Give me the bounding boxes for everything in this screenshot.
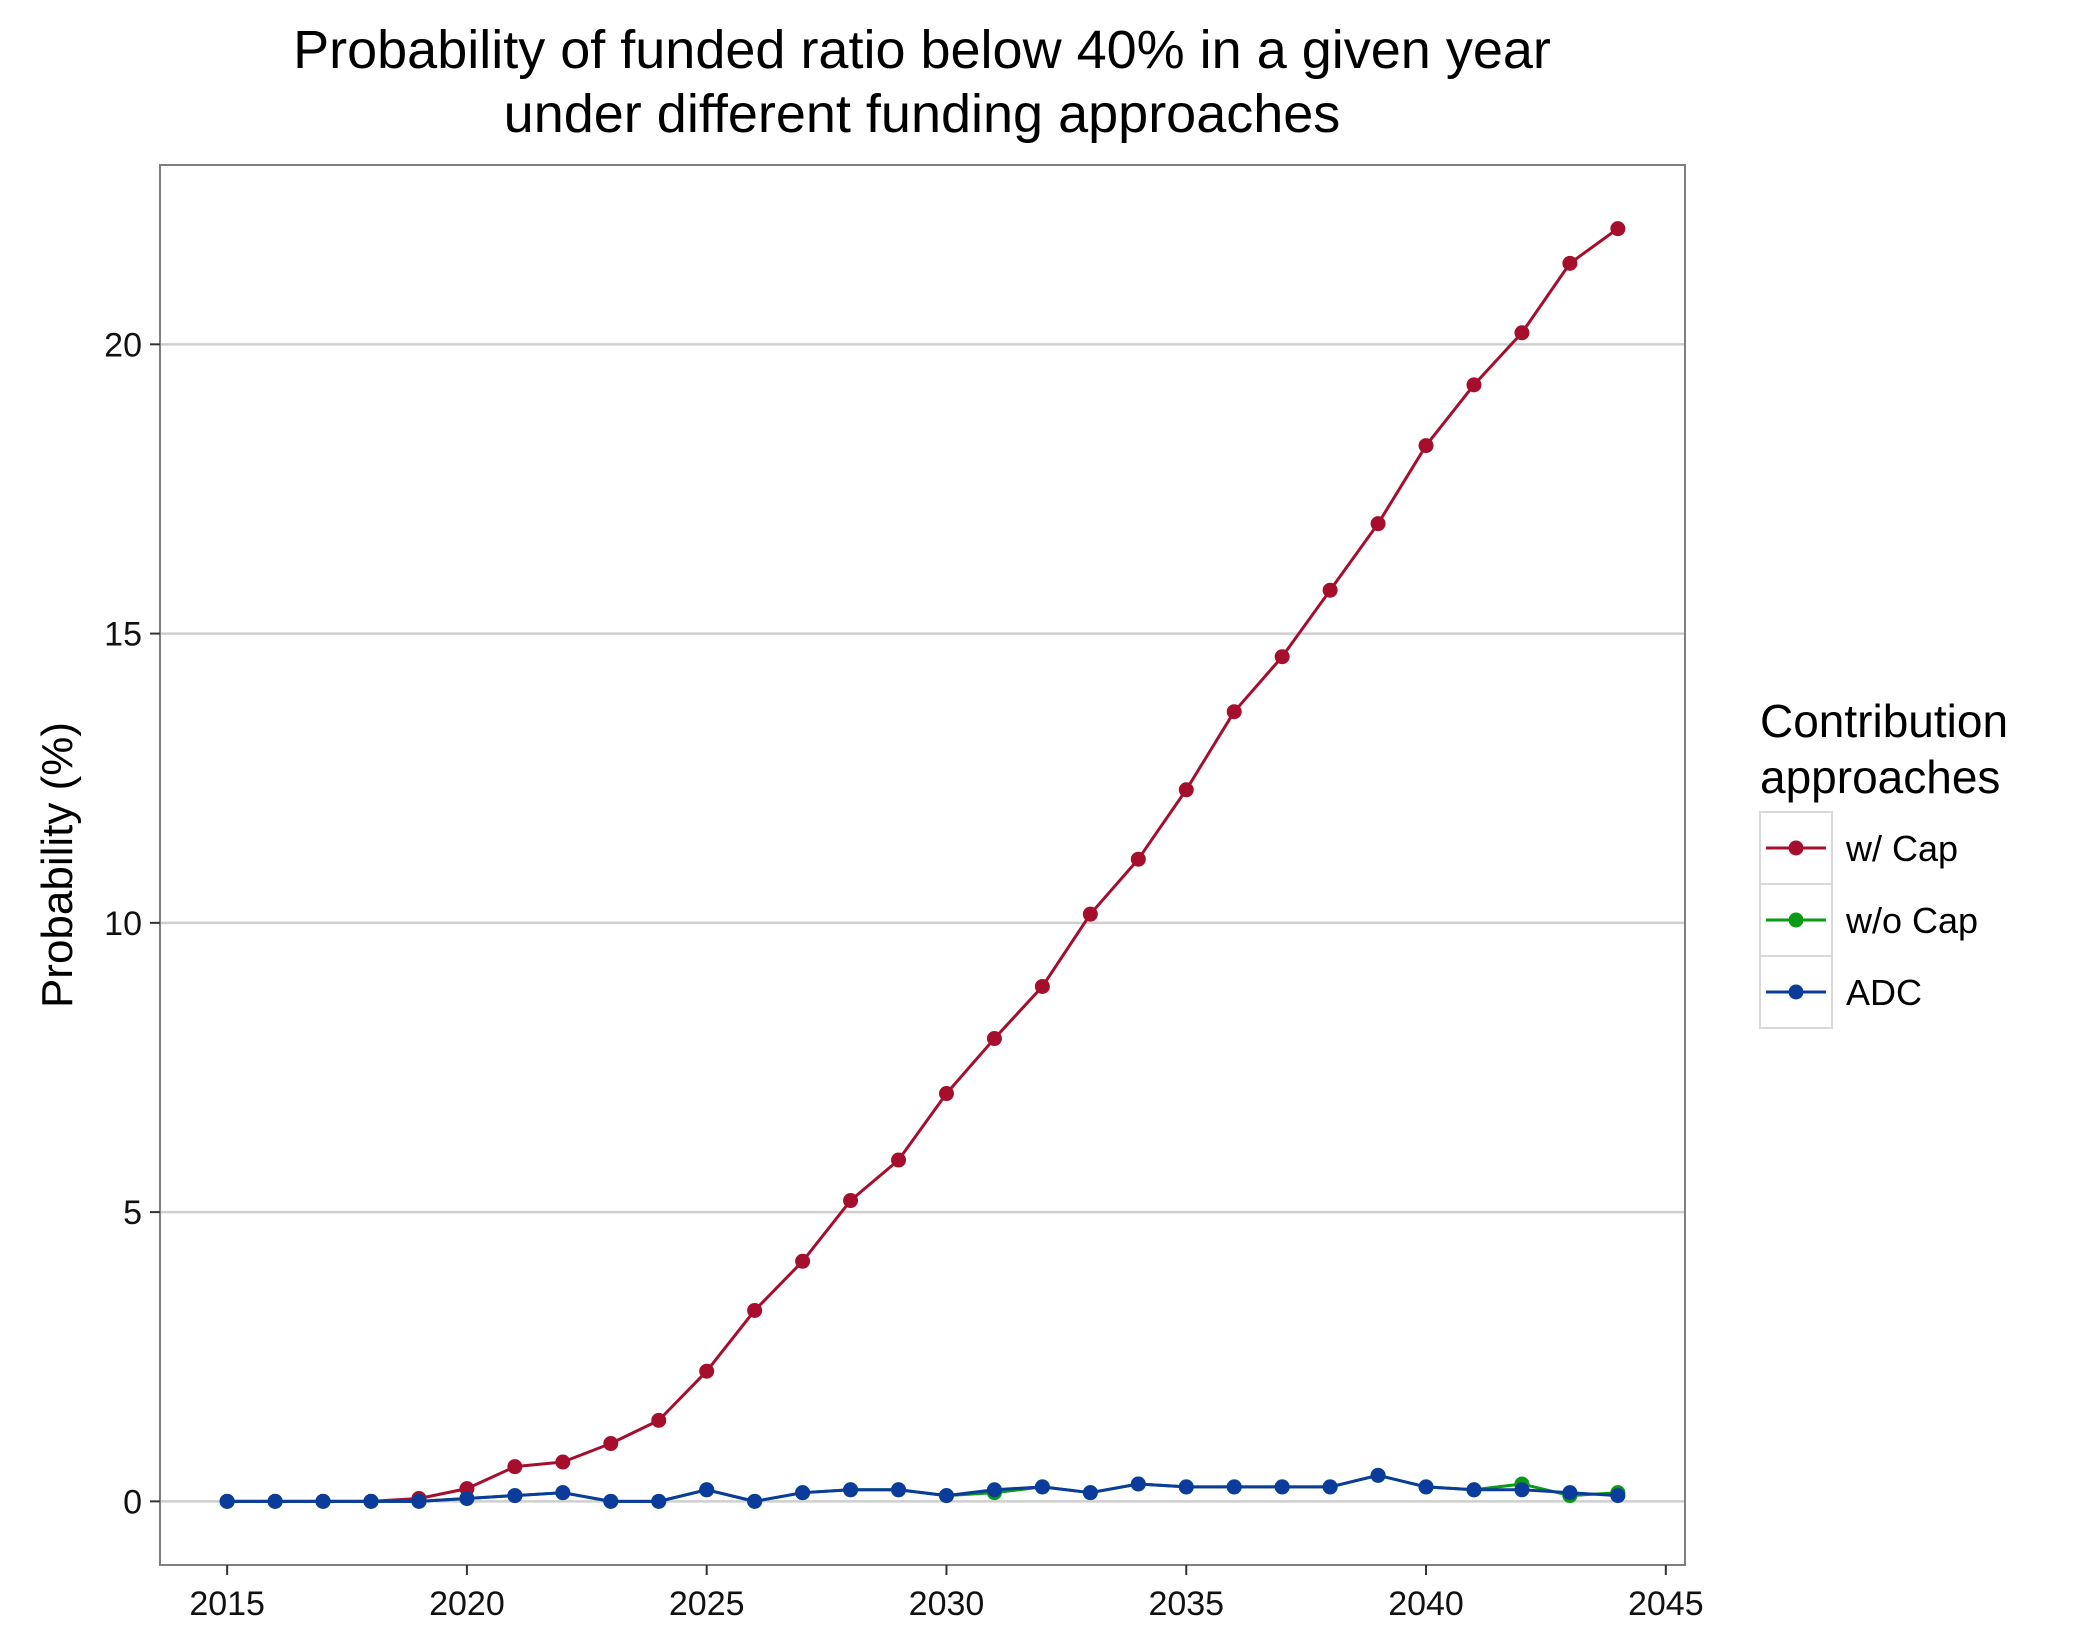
data-point [459, 1490, 475, 1506]
data-point [843, 1193, 859, 1209]
data-point [938, 1488, 954, 1504]
data-point [507, 1459, 523, 1475]
data-point [1178, 782, 1194, 798]
data-point [555, 1485, 571, 1501]
data-point [986, 1031, 1002, 1047]
data-point [986, 1482, 1002, 1498]
series-adc [219, 1467, 1626, 1509]
series-line [227, 1473, 1618, 1503]
legend-key-point [1788, 840, 1804, 856]
data-point [1034, 1479, 1050, 1495]
data-point [1514, 1482, 1530, 1498]
y-tick-label: 20 [104, 326, 142, 364]
data-point [747, 1302, 763, 1318]
data-point [603, 1493, 619, 1509]
data-point [1226, 704, 1242, 720]
data-point [1418, 438, 1434, 454]
data-point [315, 1493, 331, 1509]
data-point [699, 1363, 715, 1379]
data-point [1370, 516, 1386, 532]
x-tick-label: 2020 [429, 1585, 505, 1623]
data-point [1322, 1479, 1338, 1495]
series-w-cap [219, 221, 1626, 1509]
data-point [1082, 906, 1098, 922]
legend-label: w/ Cap [1845, 828, 1958, 869]
data-point [1130, 851, 1146, 867]
data-point [603, 1436, 619, 1452]
data-point [1466, 377, 1482, 393]
x-tick-label: 2025 [669, 1585, 745, 1623]
data-point [1610, 1488, 1626, 1504]
data-point [699, 1482, 715, 1498]
legend-label: ADC [1846, 972, 1922, 1013]
data-point [1034, 978, 1050, 994]
data-point [507, 1488, 523, 1504]
data-point [1322, 582, 1338, 598]
y-tick-label: 10 [104, 905, 142, 943]
data-point [891, 1152, 907, 1168]
legend-key-point [1788, 912, 1804, 928]
legend-title-line2: approaches [1760, 751, 2000, 803]
data-point [1274, 649, 1290, 665]
gridlines [161, 343, 1684, 1503]
data-point [1274, 1479, 1290, 1495]
chart-title-line2: under different funding approaches [504, 84, 1341, 144]
data-point [891, 1482, 907, 1498]
data-point [363, 1493, 379, 1509]
data-point [1178, 1479, 1194, 1495]
data-point [267, 1493, 283, 1509]
data-point [1514, 325, 1530, 341]
x-tick-label: 2015 [189, 1585, 265, 1623]
y-tick-label: 15 [104, 616, 142, 654]
legend-item: w/o Cap [1759, 883, 1978, 957]
data-point [651, 1412, 667, 1428]
data-point [411, 1493, 427, 1509]
plot-panel [159, 164, 1686, 1566]
data-point [1226, 1479, 1242, 1495]
legend-key-point [1788, 984, 1804, 1000]
legend-item: ADC [1759, 955, 1922, 1029]
data-point [1610, 221, 1626, 237]
data-point [795, 1485, 811, 1501]
x-tick-label: 2040 [1388, 1585, 1464, 1623]
series-line [227, 227, 1619, 1503]
x-tick-label: 2045 [1628, 1585, 1704, 1623]
axes: 0 5 10 15 20 2015 2020 2025 2030 2035 2040 2045 [104, 326, 1703, 1623]
data-point [1130, 1476, 1146, 1492]
data-point [555, 1454, 571, 1470]
data-point [1082, 1485, 1098, 1501]
x-tick-label: 2035 [1148, 1585, 1224, 1623]
legend-item: w/ Cap [1759, 811, 1958, 885]
legend-label: w/o Cap [1845, 900, 1978, 941]
data-point [651, 1493, 667, 1509]
data-point [1562, 1485, 1578, 1501]
data-point [747, 1493, 763, 1509]
data-point [1370, 1467, 1386, 1483]
legend-title-line1: Contribution [1760, 695, 2008, 747]
data-point [1418, 1479, 1434, 1495]
data-point [843, 1482, 859, 1498]
data-point [1562, 255, 1578, 271]
legend-items: w/ Cap w/o Cap ADC [1759, 811, 1978, 1029]
y-tick-label: 5 [123, 1194, 142, 1232]
data-point [795, 1253, 811, 1269]
chart-title-line1: Probability of funded ratio below 40% in… [293, 20, 1551, 80]
data-point [938, 1086, 954, 1102]
y-tick-label: 0 [123, 1483, 142, 1521]
legend: Contribution approaches w/ Cap w/o Cap ADC [1759, 695, 2008, 1029]
data-point [219, 1493, 235, 1509]
data-point [1466, 1482, 1482, 1498]
y-axis-label: Probability (%) [33, 722, 82, 1008]
x-tick-label: 2030 [909, 1585, 985, 1623]
series-lines [219, 221, 1626, 1509]
